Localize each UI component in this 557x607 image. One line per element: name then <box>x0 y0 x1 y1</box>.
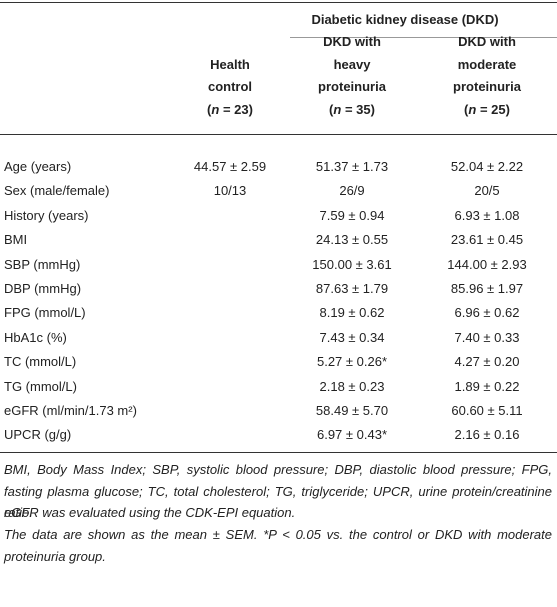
header-n-part: ( <box>464 101 469 117</box>
top-rule <box>0 2 557 3</box>
row-label: Sex (male/female) <box>4 183 110 199</box>
row-label: HbA1c (%) <box>4 329 67 345</box>
cell: 24.13 ± 0.55 <box>315 232 389 248</box>
header-line: DKD with <box>323 34 381 49</box>
group-rule <box>290 37 557 38</box>
header-n: (n = 35) <box>318 99 386 122</box>
header-n-part: n <box>211 101 220 117</box>
cell: 60.60 ± 5.11 <box>451 403 523 418</box>
cell: 5.27 ± 0.26* <box>316 354 388 370</box>
cell: 85.96 ± 1.97 <box>450 281 524 296</box>
cell: 8.19 ± 0.62 <box>319 305 385 321</box>
cell: 2.16 ± 0.16 <box>454 427 520 443</box>
header-line: proteinuria <box>318 79 386 94</box>
header-n-part: n <box>333 101 342 117</box>
row-label: TC (mmol/L) <box>4 354 77 370</box>
header-n-part: n <box>468 101 477 117</box>
row-label: BMI <box>4 232 28 248</box>
cell: 10/13 <box>213 183 247 199</box>
footnote: BMI, Body Mass Index; SBP, systolic bloo… <box>4 462 552 520</box>
header-rule <box>0 134 557 135</box>
group-header: Diabetic kidney disease (DKD) <box>311 12 499 27</box>
header-line: heavy <box>333 56 371 72</box>
cell: 6.97 ± 0.43* <box>316 427 388 443</box>
bottom-rule <box>0 452 557 453</box>
row-label: SBP (mmHg) <box>4 256 81 272</box>
row-label: eGFR (ml/min/1.73 m²) <box>4 403 137 418</box>
cell: 7.43 ± 0.34 <box>319 329 385 345</box>
header-n-part: ( <box>207 101 212 117</box>
cell: 6.96 ± 0.62 <box>454 305 520 321</box>
cell: 7.40 ± 0.33 <box>454 329 520 345</box>
row-label: History (years) <box>4 207 89 223</box>
cell: 44.57 ± 2.59 <box>193 159 267 174</box>
cell: 23.61 ± 0.45 <box>450 232 524 248</box>
header-line: DKD with <box>458 34 516 49</box>
cell: 52.04 ± 2.22 <box>450 159 524 174</box>
cell: 150.00 ± 3.61 <box>312 256 392 272</box>
row-label: DBP (mmHg) <box>4 281 82 296</box>
column-header: Health control (n = 23) <box>207 54 253 122</box>
cell: 144.00 ± 2.93 <box>447 256 527 272</box>
header-line: moderate <box>457 56 517 72</box>
cell: 26/9 <box>339 183 365 199</box>
header-n-part: = 35) <box>341 101 375 117</box>
cell: 7.59 ± 0.94 <box>319 207 385 223</box>
header-line: proteinuria <box>453 79 521 94</box>
cell: 2.18 ± 0.23 <box>319 378 385 394</box>
header-n: (n = 25) <box>453 99 521 122</box>
row-label: UPCR (g/g) <box>4 427 72 443</box>
header-n-part: = 23) <box>219 101 253 117</box>
row-label: Age (years) <box>4 159 72 174</box>
cell: 87.63 ± 1.79 <box>315 281 389 296</box>
header-n-part: ( <box>329 101 334 117</box>
header-line: control <box>207 79 253 94</box>
header-n: (n = 23) <box>207 99 253 122</box>
header-n-part: = 25) <box>476 101 510 117</box>
column-header: DKD with heavy proteinuria (n = 35) <box>318 31 386 121</box>
column-header: DKD with moderate proteinuria (n = 25) <box>453 31 521 121</box>
cell: 58.49 ± 5.70 <box>315 403 389 418</box>
cell: 20/5 <box>474 183 500 199</box>
cell: 1.89 ± 0.22 <box>454 378 520 394</box>
header-line: Health <box>210 56 250 72</box>
footnote: The data are shown as the mean ± SEM. *P… <box>4 527 552 564</box>
row-label: TG (mmol/L) <box>4 378 77 394</box>
cell: 51.37 ± 1.73 <box>315 159 389 174</box>
cell: 6.93 ± 1.08 <box>454 207 520 223</box>
footnote: eGFR was evaluated using the CDK-EPI equ… <box>4 505 296 520</box>
row-label: FPG (mmol/L) <box>4 305 86 321</box>
cell: 4.27 ± 0.20 <box>454 354 520 370</box>
